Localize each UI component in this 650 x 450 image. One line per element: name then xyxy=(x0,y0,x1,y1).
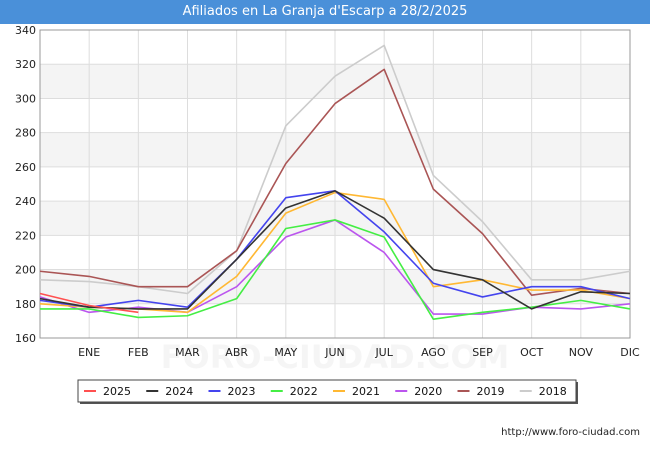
x-tick-label: MAR xyxy=(175,346,200,359)
x-tick-label: FEB xyxy=(128,346,149,359)
x-tick-label: DIC xyxy=(620,346,640,359)
y-tick-label: 180 xyxy=(15,298,36,311)
y-tick-label: 320 xyxy=(15,58,36,71)
y-tick-label: 200 xyxy=(15,264,36,277)
y-tick-label: 340 xyxy=(15,24,36,37)
series-line-2025 xyxy=(39,292,139,314)
x-tick-label: OCT xyxy=(520,346,543,359)
x-tick-label: JUL xyxy=(374,346,393,359)
title-bar: Afiliados en La Granja d'Escarp a 28/2/2… xyxy=(0,0,650,24)
series-line-2022 xyxy=(40,219,631,320)
plot-border xyxy=(39,29,631,339)
x-tick-label: ENE xyxy=(78,346,100,359)
legend-label-2019: 2019 xyxy=(477,385,505,398)
legend-label-2021: 2021 xyxy=(352,385,380,398)
y-tick-label: 240 xyxy=(15,195,36,208)
watermark: FORO-CIUDAD.COM xyxy=(161,338,510,376)
legend-label-2018: 2018 xyxy=(539,385,567,398)
chart-title: Afiliados en La Granja d'Escarp a 28/2/2… xyxy=(182,4,468,19)
y-tick-label: 260 xyxy=(15,161,36,174)
series-line-2019 xyxy=(39,68,631,297)
legend-label-2022: 2022 xyxy=(290,385,318,398)
x-tick-label: JUN xyxy=(324,346,345,359)
x-tick-label: AGO xyxy=(421,346,446,359)
legend-label-2025: 2025 xyxy=(103,385,131,398)
series-line-2024 xyxy=(39,190,631,310)
legend-label-2024: 2024 xyxy=(165,385,193,398)
y-tick-label: 160 xyxy=(15,332,36,345)
legend-label-2023: 2023 xyxy=(228,385,256,398)
y-tick-label: 300 xyxy=(15,92,36,105)
y-tick-label: 220 xyxy=(15,229,36,242)
y-tick-label: 280 xyxy=(15,127,36,140)
legend xyxy=(77,379,577,403)
source-link[interactable]: http://www.foro-ciudad.com xyxy=(501,427,640,438)
x-tick-label: SEP xyxy=(472,346,493,359)
x-tick-label: ABR xyxy=(225,346,248,359)
x-tick-label: MAY xyxy=(274,346,297,359)
legend-label-2020: 2020 xyxy=(414,385,442,398)
x-tick-label: NOV xyxy=(569,346,594,359)
